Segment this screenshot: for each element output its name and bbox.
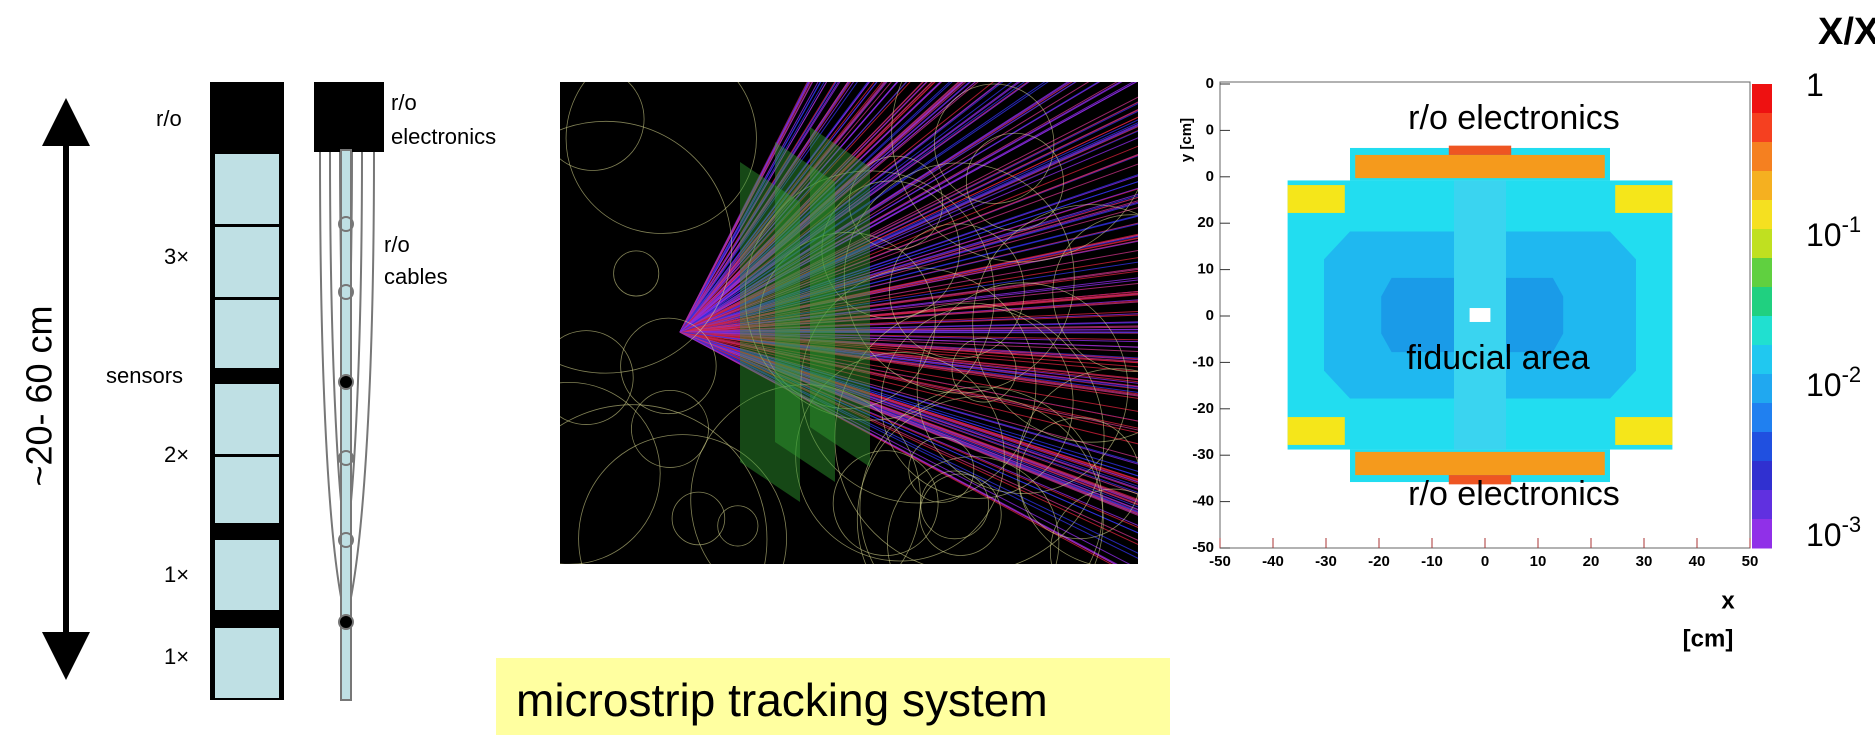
x-axis-label: [cm] [1683, 625, 1734, 652]
y-tick-label: 0 [1206, 307, 1214, 324]
colorbar-label-exp: -3 [1842, 512, 1862, 537]
colorbar [1752, 84, 1772, 549]
colorbar-label: 10-1 [1806, 212, 1861, 254]
colorbar-step [1752, 142, 1772, 172]
module-label: 3× [164, 244, 189, 269]
dimension-label: ~20- 60 cm [19, 305, 60, 486]
sensor-plane [810, 127, 870, 467]
x-tick-label: 0 [1481, 553, 1489, 570]
module-diagram [210, 82, 284, 700]
x-tick-label: 30 [1636, 553, 1653, 570]
y-tick-label: 0 [1206, 121, 1214, 138]
colorbar-label-base: 10 [1806, 367, 1842, 403]
colorbar-label: 10-3 [1806, 512, 1861, 554]
map-annotation: fiducial area [1406, 339, 1589, 377]
colorbar-label-exp: -1 [1842, 212, 1862, 237]
colorbar-step [1752, 316, 1772, 346]
colorbar-label-base: 10 [1806, 217, 1842, 253]
module-label: 2× [164, 442, 189, 467]
colorbar-step [1752, 200, 1772, 230]
cable-label: electronics [391, 124, 496, 149]
x-tick-label: -30 [1315, 553, 1337, 570]
map-annotation: r/o electronics [1408, 475, 1620, 513]
colorbar-label-base: 10 [1806, 517, 1842, 553]
x-tick-label: 50 [1742, 553, 1759, 570]
colorbar-step [1752, 519, 1772, 549]
y-tick-label: -30 [1192, 446, 1214, 463]
colorbar-step [1752, 171, 1772, 201]
colorbar-label: 10-2 [1806, 362, 1861, 404]
cable-diagram [314, 82, 384, 700]
colorbar-title: X/X0 [1818, 11, 1875, 59]
colorbar-step [1752, 374, 1772, 404]
colorbar-step [1752, 258, 1772, 288]
colorbar-label: 1 [1806, 67, 1824, 103]
colorbar-step [1752, 490, 1772, 520]
colorbar-step [1752, 345, 1772, 375]
material-map [1288, 146, 1673, 485]
map-annotation: r/o electronics [1408, 99, 1620, 137]
y-axis-label: y [cm] [1178, 118, 1195, 162]
colorbar-step [1752, 113, 1772, 143]
module-label: r/o [156, 106, 182, 131]
y-tick-label: -20 [1192, 400, 1214, 417]
y-tick-label: -40 [1192, 493, 1214, 510]
colorbar-step [1752, 461, 1772, 491]
y-tick-label: 0 [1206, 168, 1214, 185]
y-tick-label: 10 [1197, 261, 1214, 278]
x-tick-label: -50 [1209, 553, 1231, 570]
x-tick-label: -40 [1262, 553, 1284, 570]
x-tick-label: 40 [1689, 553, 1706, 570]
module-label: 1× [164, 644, 189, 669]
page: ~20- 60 cm r/o 3× sensors 2× 1× 1× r/o e… [0, 0, 1875, 735]
y-tick-label: 20 [1197, 214, 1214, 231]
cable-label: r/o [391, 90, 417, 115]
x-tick-label: 10 [1530, 553, 1547, 570]
colorbar-label-exp: -2 [1842, 362, 1862, 387]
module-label: 1× [164, 562, 189, 587]
colorbar-step [1752, 287, 1772, 317]
x-tick-label: -10 [1421, 553, 1443, 570]
x-axis-label: x [1721, 587, 1735, 614]
colorbar-step [1752, 403, 1772, 433]
colorbar-step [1752, 432, 1772, 462]
module-label: sensors [106, 363, 183, 388]
colorbar-step [1752, 84, 1772, 114]
colorbar-label-base: 1 [1806, 67, 1824, 103]
x-tick-label: 20 [1583, 553, 1600, 570]
x-tick-label: -20 [1368, 553, 1390, 570]
y-tick-label: 0 [1206, 75, 1214, 92]
cable-label: r/o [384, 232, 410, 257]
caption: microstrip tracking system [516, 674, 1048, 726]
colorbar-step [1752, 229, 1772, 259]
y-tick-label: -10 [1192, 353, 1214, 370]
slide: ~20- 60 cm r/o 3× sensors 2× 1× 1× r/o e… [0, 0, 1875, 735]
cable-label: cables [384, 264, 448, 289]
